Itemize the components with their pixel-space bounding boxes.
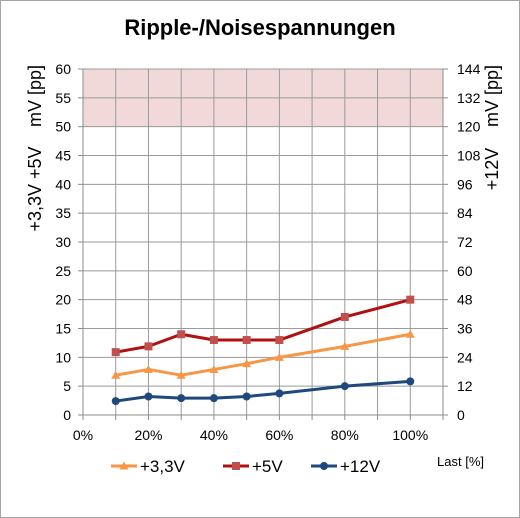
y-tick-label-left: 15: [55, 321, 71, 337]
legend-33v-marker: [119, 461, 129, 470]
series-5v-point: [275, 336, 284, 345]
y-tick-label-left: 0: [63, 407, 71, 423]
y-tick-label-right: 132: [457, 90, 481, 106]
y-tick-label-left: 20: [55, 292, 71, 308]
series-33v-point: [176, 370, 186, 379]
series-12v-point: [340, 382, 349, 391]
left-axis-series-label: +3,3V +5V: [25, 146, 45, 231]
y-tick-label-right: 144: [457, 61, 481, 77]
y-tick-label-right: 72: [457, 234, 473, 250]
y-tick-label-left: 40: [55, 176, 71, 192]
y-tick-label-right: 0: [457, 407, 465, 423]
series-12v-point: [406, 377, 415, 386]
y-tick-label-left: 10: [55, 349, 71, 365]
series-33v-point: [242, 359, 252, 368]
series-5v-point: [406, 295, 415, 304]
series-33v-point: [209, 364, 219, 373]
legend-5v-label: +5V: [252, 457, 283, 476]
series-33v-point: [405, 329, 415, 338]
legend-33v-label: +3,3V: [140, 457, 186, 476]
series-12v-point: [111, 397, 120, 406]
series-12v-line: [115, 379, 411, 403]
series-12v-point: [242, 392, 251, 401]
y-tick-label-left: 35: [55, 205, 71, 221]
y-tick-label-right: 36: [457, 321, 473, 337]
series-5v-point: [177, 330, 186, 339]
y-tick-label-right: 48: [457, 292, 473, 308]
y-tick-label-right: 96: [457, 176, 473, 192]
y-tick-label-left: 55: [55, 90, 71, 106]
series-33v-point: [274, 352, 284, 361]
y-tick-label-left: 50: [55, 119, 71, 135]
series-33v-point: [143, 364, 153, 373]
legend-12v-label: +12V: [340, 457, 381, 476]
series-33v-line: [115, 332, 411, 377]
series-5v-point: [111, 348, 120, 357]
series-33v-point: [340, 341, 350, 350]
y-tick-label-right: 84: [457, 205, 473, 221]
x-tick-label: 0%: [73, 427, 93, 443]
right-axis-series-label: +12V: [482, 148, 502, 191]
legend-12v-marker: [320, 462, 328, 470]
series-33v-point: [111, 370, 121, 379]
y-tick-label-right: 60: [457, 263, 473, 279]
y-tick-label-left: 25: [55, 263, 71, 279]
y-tick-label-left: 60: [55, 61, 71, 77]
x-tick-label: 100%: [392, 427, 428, 443]
x-tick-label: 80%: [331, 427, 359, 443]
series-12v-point: [275, 389, 284, 398]
series-12v-point: [177, 394, 186, 403]
y-tick-label-left: 5: [63, 378, 71, 394]
y-tick-label-right: 120: [457, 119, 481, 135]
legend: +3,3V +5V +12V: [111, 457, 381, 476]
series-12v-point: [209, 394, 218, 403]
y-tick-label-right: 12: [457, 378, 473, 394]
x-tick-label: 20%: [134, 427, 162, 443]
chart-title: Ripple-/Noisespannungen: [124, 15, 395, 40]
series-5v-line: [115, 298, 411, 354]
right-axis-unit-label: mV [pp]: [482, 65, 502, 127]
series-5v-point: [242, 336, 251, 345]
left-axis-unit-label: mV [pp]: [25, 65, 45, 127]
y-tick-label-right: 24: [457, 349, 473, 365]
series-5v-point: [340, 312, 349, 321]
y-tick-label-left: 30: [55, 234, 71, 250]
y-tick-label-left: 45: [55, 148, 71, 164]
series-12v-point: [144, 392, 153, 401]
y-tick-label-right: 108: [457, 148, 481, 164]
legend-5v-marker: [232, 462, 240, 470]
series-5v-point: [209, 336, 218, 345]
x-axis-title: Last [%]: [437, 454, 484, 469]
x-tick-label: 40%: [200, 427, 228, 443]
series-5v-point: [144, 342, 153, 351]
x-tick-label: 60%: [265, 427, 293, 443]
